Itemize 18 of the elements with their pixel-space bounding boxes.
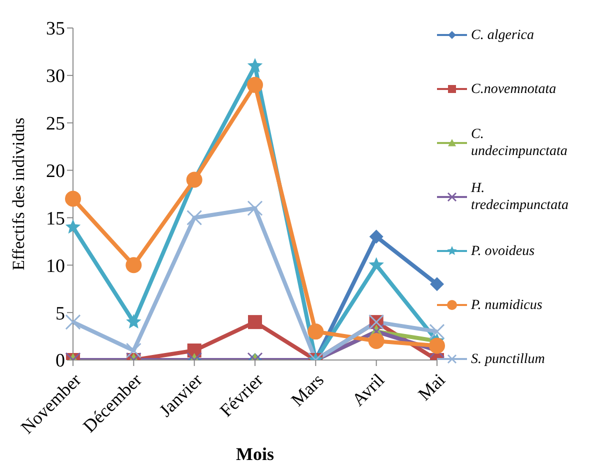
legend-label: P. numidicus	[471, 296, 542, 314]
y-tick-label: 25	[46, 114, 65, 135]
y-tick-label: 30	[46, 66, 65, 88]
y-tick-label: 35	[46, 18, 65, 40]
y-tick-label: 0	[56, 350, 65, 372]
legend-label: H. tredecimpunctata	[471, 180, 570, 214]
x-axis-title: Mois	[236, 444, 274, 464]
legend-label: C.novemnotata	[471, 80, 556, 98]
y-tick-label: 20	[46, 161, 65, 182]
legend-label: C. algerica	[471, 26, 534, 44]
y-tick-label: 10	[46, 256, 65, 277]
y-tick-label: 5	[56, 303, 65, 324]
legend-label: C. undecimpunctata	[471, 126, 568, 160]
y-axis-title: Effectifs des individus	[9, 118, 28, 270]
legend-label: P. ovoideus	[471, 242, 535, 260]
y-tick-label: 15	[46, 208, 65, 230]
x-tick-label: Mai	[414, 370, 449, 404]
legend-label: S. punctillum	[471, 350, 545, 368]
